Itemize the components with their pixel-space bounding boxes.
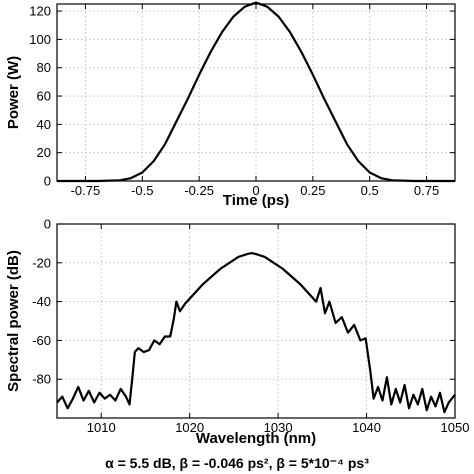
x-tick-label: 0.75	[414, 183, 439, 198]
y-axis-label: Spectral power (dB)	[5, 250, 22, 392]
y-tick-label: -20	[32, 255, 51, 270]
y-tick-label: 60	[37, 89, 51, 104]
x-tick-label: 1010	[87, 420, 116, 435]
y-tick-label: 120	[29, 4, 51, 19]
plot-frame	[56, 3, 456, 182]
x-tick-label: -0.75	[71, 183, 101, 198]
y-tick-label: -40	[32, 294, 51, 309]
x-tick-label: 0.5	[361, 183, 379, 198]
x-tick-label: 1050	[441, 420, 470, 435]
x-tick-label: 1040	[352, 420, 381, 435]
y-tick-label: 0	[44, 217, 51, 232]
y-tick-label: 80	[37, 60, 51, 75]
x-tick-label: 1020	[175, 420, 204, 435]
x-axis-label: Time (ps)	[223, 192, 289, 209]
x-axis-label: Wavelength (nm)	[196, 430, 316, 447]
series-line	[56, 252, 456, 414]
figure-caption: α = 5.5 dB, β = -0.046 ps², β = 5*10⁻⁴ p…	[105, 455, 369, 471]
x-tick-label: -0.25	[184, 183, 214, 198]
y-axis-label: Power (W)	[5, 56, 22, 129]
y-tick-label: -60	[32, 333, 51, 348]
x-tick-label: 1030	[264, 420, 293, 435]
y-tick-label: 40	[37, 117, 51, 132]
y-tick-label: 100	[29, 32, 51, 47]
y-tick-label: 0	[44, 174, 51, 189]
x-tick-label: 0.25	[300, 183, 325, 198]
chart-panel-spectrum: 1010 1020 1030 1040 1050 -80 -60 -40 -20 0 Wavelen…	[5, 217, 469, 448]
y-tick-label: -80	[32, 372, 51, 387]
chart-panel-time-domain: -0.75 -0.5 -0.25 0 0.25 0.5 0.75 0 20 40 60 80 100 12…	[5, 1, 456, 209]
x-tick-label: -0.5	[131, 183, 153, 198]
x-tick-label: 0	[252, 183, 259, 198]
plot-frame	[56, 223, 456, 419]
y-tick-label: 20	[37, 145, 51, 160]
series-line	[57, 1, 455, 183]
